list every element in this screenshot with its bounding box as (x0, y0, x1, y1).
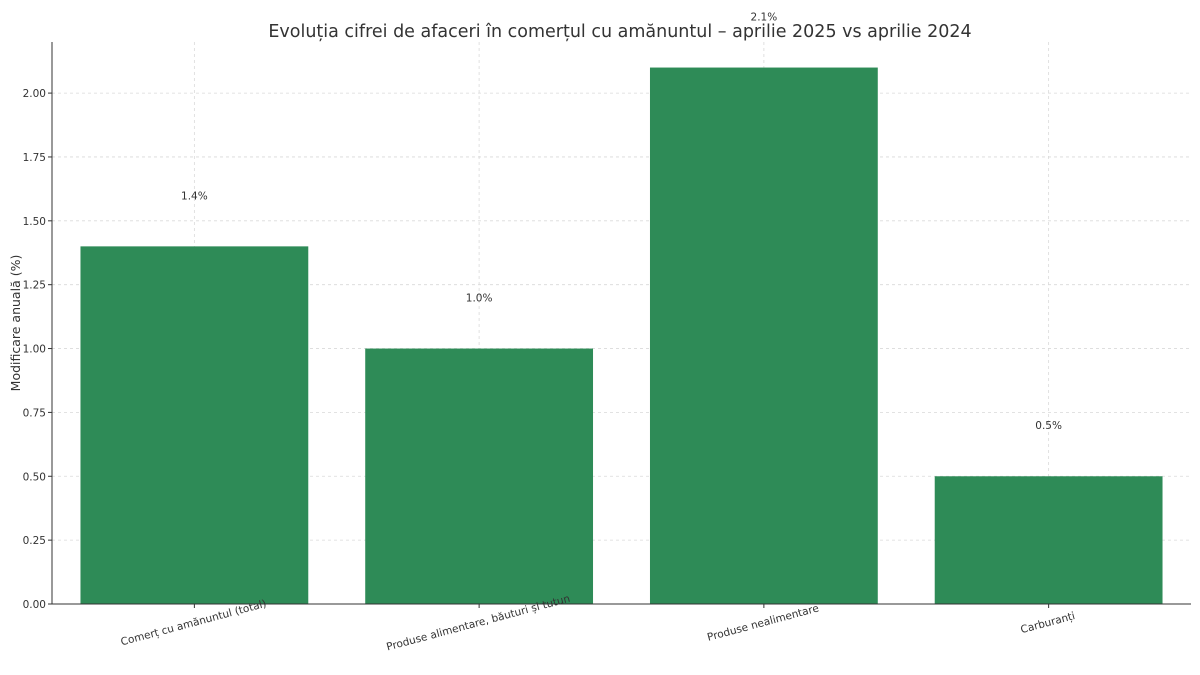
data-label: 1.4% (181, 190, 208, 202)
y-tick-label: 1.75 (23, 152, 46, 164)
y-tick-label: 0.75 (23, 407, 46, 419)
y-tick-label: 0.00 (23, 599, 46, 611)
y-tick-label: 1.25 (23, 280, 46, 292)
axis-layer (48, 42, 1191, 608)
y-tick-label: 2.00 (23, 88, 46, 100)
bar (365, 348, 594, 604)
bar (649, 67, 878, 604)
data-label: 2.1% (751, 11, 778, 23)
x-tick-label: Comerț cu amănuntul (total) (119, 598, 267, 648)
x-tick-label: Carburanți (1019, 610, 1076, 636)
data-label: 0.5% (1035, 420, 1062, 432)
y-tick-label: 1.00 (23, 344, 46, 356)
data-label: 1.0% (466, 292, 493, 304)
chart-title: Evoluția cifrei de afaceri în comerțul c… (268, 22, 971, 42)
bar-layer (80, 67, 1163, 604)
bar (80, 246, 309, 604)
y-tick-label: 0.50 (23, 471, 46, 483)
bar (934, 476, 1163, 604)
x-tick-label: Produse nealimentare (706, 602, 820, 643)
y-axis-label: Modificare anuală (%) (8, 255, 23, 392)
y-tick-label: 1.50 (23, 216, 46, 228)
y-tick-label: 0.25 (23, 535, 46, 547)
